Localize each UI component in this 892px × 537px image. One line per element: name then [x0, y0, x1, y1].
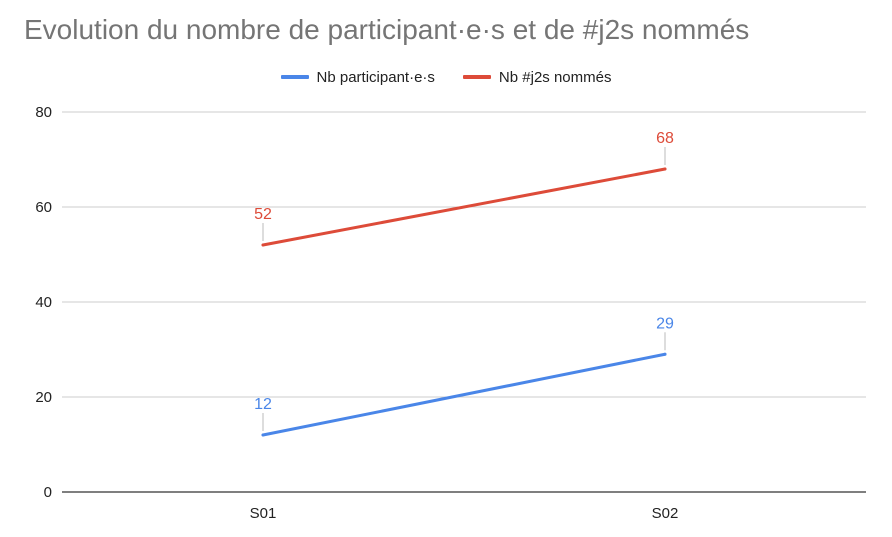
y-tick-label-0: 0 — [44, 484, 52, 501]
data-label-0-0: 12 — [254, 396, 272, 413]
data-point-0-1 — [663, 352, 667, 356]
legend-label-j2s: Nb #j2s nommés — [498, 68, 612, 86]
series-line-1 — [261, 167, 667, 247]
data-label-1-0: 52 — [254, 206, 272, 223]
y-tick-label-40: 40 — [35, 294, 52, 311]
data-label-0-1: 29 — [656, 315, 674, 332]
legend-swatch-participants — [280, 75, 309, 79]
data-point-1-1 — [663, 167, 667, 171]
data-point-0-0 — [261, 433, 265, 437]
chart-title: Evolution du nombre de participant·e·s e… — [24, 14, 750, 45]
legend-item-j2s[interactable]: Nb #j2s nommés — [462, 68, 612, 86]
y-tick-label-60: 60 — [35, 199, 52, 216]
x-tick-label-s02: S02 — [652, 505, 679, 522]
y-tick-label-20: 20 — [35, 389, 52, 406]
x-tick-label-s01: S01 — [250, 505, 277, 522]
legend: Nb participant·e·s Nb #j2s nommés — [0, 66, 892, 88]
data-point-1-0 — [261, 243, 265, 247]
legend-item-participants[interactable]: Nb participant·e·s — [280, 68, 435, 86]
legend-label-participants: Nb participant·e·s — [316, 68, 435, 86]
legend-swatch-j2s — [462, 75, 491, 79]
data-label-1-1: 68 — [656, 130, 674, 147]
series-line-0 — [261, 352, 667, 437]
y-tick-label-80: 80 — [35, 104, 52, 121]
